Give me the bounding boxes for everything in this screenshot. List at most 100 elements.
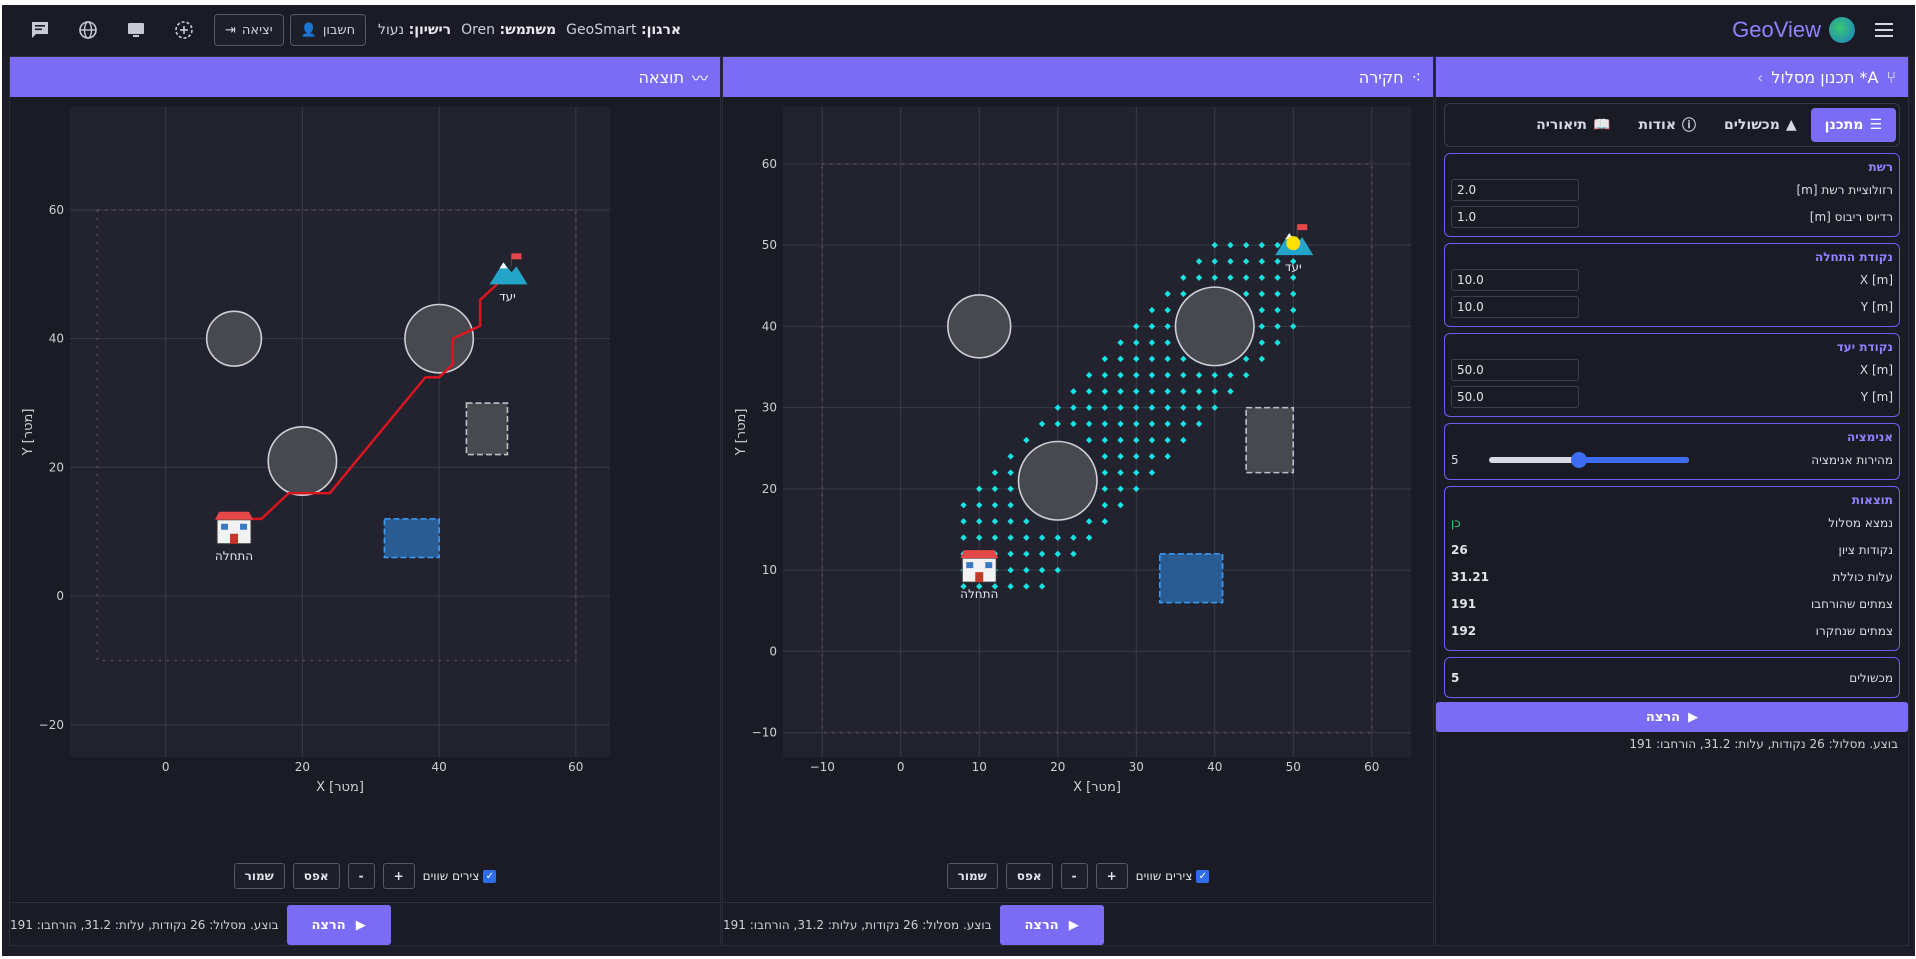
zoom-out-button[interactable]: - — [1060, 863, 1088, 889]
slider-knob[interactable] — [1570, 451, 1587, 468]
obstacle-circle — [205, 310, 263, 367]
explored-node — [1164, 355, 1171, 363]
explored-node — [991, 518, 999, 525]
equal-axes-checkbox[interactable]: ✓ צירים שווים — [1136, 869, 1210, 883]
logout-button[interactable]: ⇥ יציאה — [214, 14, 284, 46]
obstacle-circle — [1174, 286, 1255, 367]
result-panel-title: תוצאה — [638, 67, 684, 87]
result-status-text: בוצע. מסלול: 26 נקודות, עלות: 31.2, הורח… — [10, 918, 279, 932]
explored-node — [1054, 534, 1061, 541]
explore-run-label: הרצה — [1024, 917, 1059, 933]
explored-node — [1023, 436, 1030, 444]
start-x-input[interactable] — [1451, 268, 1579, 291]
result-footer: ▶ הרצה בוצע. מסלול: 26 נקודות, עלות: 31.2… — [10, 902, 720, 947]
explored-node — [1211, 241, 1218, 249]
y-tick-label: −20 — [39, 718, 64, 732]
reset-button[interactable]: אפס — [292, 863, 340, 889]
goal-mountain-icon — [1275, 224, 1314, 256]
y-axis-label: Y [מטר] — [21, 409, 36, 457]
grid-group-title: רשת — [1868, 160, 1893, 174]
goal-x-input[interactable] — [1451, 358, 1579, 381]
monitor-icon[interactable] — [112, 5, 160, 55]
explored-node — [1085, 371, 1093, 379]
explored-node — [1070, 534, 1077, 541]
explored-node — [1038, 550, 1046, 558]
run-button[interactable]: ▶ הרצה — [1436, 702, 1908, 732]
obstacles-count-group: מכשולים 5 — [1444, 657, 1900, 698]
logo-globe-icon — [1829, 17, 1855, 43]
y-tick-label: 0 — [769, 644, 777, 658]
tab-theory[interactable]: 📖 תיאוריה — [1522, 108, 1624, 142]
reset-button[interactable]: אפס — [1005, 863, 1053, 889]
explored-node — [1133, 388, 1140, 395]
checkbox-box[interactable]: ✓ — [1196, 869, 1210, 883]
grid-resolution-input[interactable] — [1451, 178, 1579, 201]
user-label: משתמש: — [499, 22, 557, 38]
animation-speed-label: מהירות אנימציה — [1811, 452, 1893, 467]
explored-node — [1054, 404, 1061, 411]
explored-node — [1274, 241, 1281, 249]
obstacle-water — [1158, 553, 1224, 604]
result-chart[interactable]: 0 20 40 60 −20 0 20 40 60 X [מטר] Y [מטר] התחלה יעד — [10, 97, 722, 847]
hamburger-menu-icon[interactable] — [1863, 9, 1905, 51]
animation-speed-slider[interactable] — [1488, 451, 1689, 468]
house-window — [966, 562, 974, 569]
equal-axes-label: צירים שווים — [1135, 869, 1193, 883]
user-value: Oren — [461, 22, 496, 38]
inflation-radius-input[interactable] — [1451, 205, 1579, 228]
zoom-in-button[interactable]: + — [1095, 863, 1128, 889]
explored-nodes-value: 192 — [1451, 623, 1477, 638]
explored-node — [1211, 258, 1218, 265]
explored-node — [1258, 323, 1266, 330]
chevron-left-icon[interactable]: ‹ — [1756, 67, 1764, 87]
y-tick-label: 60 — [762, 157, 777, 171]
explored-node — [1274, 274, 1281, 281]
explore-run-button[interactable]: ▶ הרצה — [999, 905, 1104, 945]
explored-node — [1274, 323, 1281, 330]
save-button[interactable]: שמור — [233, 863, 285, 889]
result-run-button[interactable]: ▶ הרצה — [286, 905, 391, 945]
expanded-nodes-label: צמתים שהורחבו — [1810, 596, 1893, 611]
toolbar-actions: ⇥ יציאה 👤 חשבון — [16, 5, 367, 55]
planner-tabs: ☰ מתכנן ▲ מכשולים ⓘ אודות 📖 תיאוריה — [1444, 103, 1900, 147]
explore-chart[interactable]: −10 0 10 20 30 40 50 60 −10 0 10 20 30 40 50 60 X [מטר] Y… — [723, 97, 1435, 847]
total-cost-value: 31.21 — [1451, 569, 1489, 584]
explored-node — [1290, 290, 1297, 298]
y-tick-label: 40 — [49, 332, 64, 346]
goal-y-input[interactable] — [1451, 385, 1579, 408]
chat-icon[interactable] — [16, 5, 64, 55]
account-button[interactable]: 👤 חשבון — [289, 14, 367, 46]
goal-label: יעד — [1285, 260, 1302, 274]
path-found-label: נמצא מסלול — [1828, 515, 1893, 530]
explored-node — [1227, 241, 1234, 249]
house-door — [230, 533, 239, 544]
y-tick-label: 30 — [762, 401, 777, 415]
globe-icon[interactable] — [64, 5, 112, 55]
checkbox-box[interactable]: ✓ — [483, 869, 497, 883]
run-button-label: הרצה — [1645, 709, 1681, 725]
add-circle-icon[interactable] — [160, 5, 208, 55]
save-button[interactable]: שמור — [946, 863, 998, 889]
explored-node — [1007, 518, 1014, 525]
tab-planner[interactable]: ☰ מתכנן — [1810, 108, 1896, 142]
map-boundary — [96, 209, 577, 662]
explored-node — [1133, 469, 1140, 476]
explored-node — [1180, 404, 1187, 411]
zoom-out-button[interactable]: - — [347, 863, 375, 889]
explored-node — [1101, 485, 1109, 493]
tab-planner-label: מתכנן — [1824, 117, 1864, 133]
top-bar: ⇥ יציאה 👤 חשבון ארגון: GeoSmart משתמש: O… — [2, 5, 1915, 55]
sliders-icon: ☰ — [1869, 117, 1882, 133]
tab-about[interactable]: ⓘ אודות — [1624, 108, 1710, 142]
explored-node — [1258, 274, 1266, 281]
results-group: תוצאות נמצא מסלול כן נקודות ציון 26 עלות כ… — [1444, 486, 1900, 651]
x-tick-label: 40 — [431, 760, 446, 774]
zoom-in-button[interactable]: + — [382, 863, 415, 889]
equal-axes-checkbox[interactable]: ✓ צירים שווים — [423, 869, 497, 883]
start-y-input[interactable] — [1451, 295, 1579, 318]
explored-node — [1258, 339, 1266, 346]
y-tick-label: −10 — [752, 726, 777, 740]
explored-node — [1242, 290, 1250, 298]
tab-obstacles[interactable]: ▲ מכשולים — [1710, 108, 1811, 142]
house-window — [221, 523, 229, 530]
